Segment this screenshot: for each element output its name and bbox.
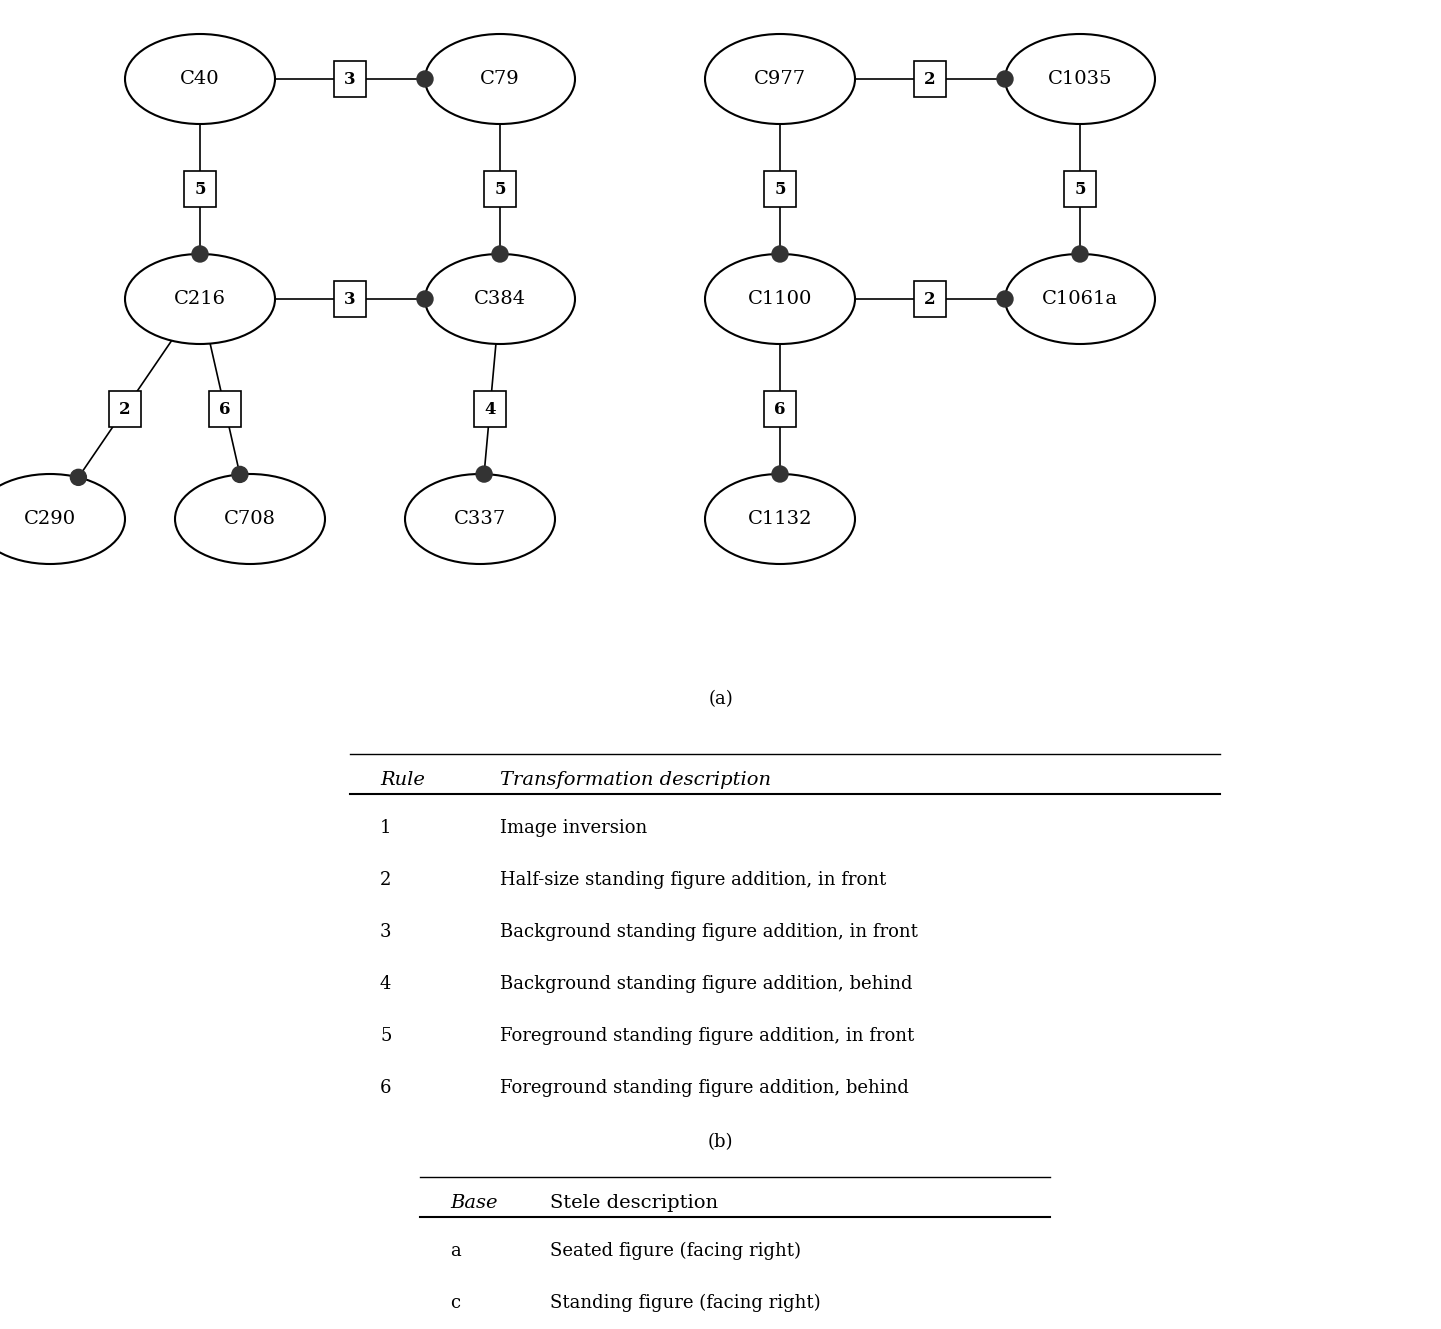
Ellipse shape — [425, 254, 575, 344]
Text: Seated figure (facing right): Seated figure (facing right) — [550, 1241, 801, 1260]
Text: 5: 5 — [494, 181, 506, 198]
Text: Image inversion: Image inversion — [500, 819, 647, 837]
Circle shape — [416, 291, 432, 307]
Circle shape — [192, 246, 208, 262]
FancyBboxPatch shape — [474, 391, 506, 427]
FancyBboxPatch shape — [334, 280, 366, 318]
Ellipse shape — [1004, 35, 1156, 124]
Text: Half-size standing figure addition, in front: Half-size standing figure addition, in f… — [500, 870, 886, 889]
Circle shape — [71, 469, 86, 485]
Text: Rule: Rule — [380, 771, 425, 789]
Ellipse shape — [405, 474, 555, 563]
Text: C1100: C1100 — [748, 290, 813, 308]
Text: C290: C290 — [24, 510, 76, 528]
Text: C337: C337 — [454, 510, 506, 528]
Text: Base: Base — [450, 1193, 497, 1212]
Text: 4: 4 — [380, 974, 392, 993]
Text: 2: 2 — [924, 291, 935, 307]
FancyBboxPatch shape — [764, 171, 795, 207]
Text: (a): (a) — [708, 690, 733, 708]
Ellipse shape — [125, 254, 275, 344]
Circle shape — [232, 466, 248, 482]
Text: 2: 2 — [380, 870, 392, 889]
Text: 5: 5 — [1074, 181, 1085, 198]
Circle shape — [772, 466, 788, 482]
Ellipse shape — [705, 35, 855, 124]
Text: C40: C40 — [180, 70, 220, 88]
FancyBboxPatch shape — [914, 61, 945, 97]
Text: C977: C977 — [754, 70, 806, 88]
FancyBboxPatch shape — [334, 61, 366, 97]
Text: Transformation description: Transformation description — [500, 771, 771, 789]
Text: (b): (b) — [708, 1134, 733, 1151]
Circle shape — [997, 70, 1013, 86]
FancyBboxPatch shape — [184, 171, 216, 207]
Circle shape — [416, 70, 432, 86]
Text: 6: 6 — [774, 400, 785, 417]
Text: C79: C79 — [480, 70, 520, 88]
Text: c: c — [450, 1294, 460, 1312]
Circle shape — [491, 246, 509, 262]
Text: C384: C384 — [474, 290, 526, 308]
Text: 6: 6 — [380, 1079, 392, 1096]
Text: Foreground standing figure addition, in front: Foreground standing figure addition, in … — [500, 1027, 914, 1045]
Ellipse shape — [425, 35, 575, 124]
Ellipse shape — [1004, 254, 1156, 344]
Text: 3: 3 — [344, 291, 356, 307]
Text: 5: 5 — [195, 181, 206, 198]
Ellipse shape — [125, 35, 275, 124]
Text: 2: 2 — [120, 400, 131, 417]
Text: C708: C708 — [223, 510, 277, 528]
FancyBboxPatch shape — [484, 171, 516, 207]
Circle shape — [997, 291, 1013, 307]
Text: 4: 4 — [484, 400, 496, 417]
Text: Standing figure (facing right): Standing figure (facing right) — [550, 1293, 820, 1312]
Ellipse shape — [705, 254, 855, 344]
Text: 5: 5 — [380, 1027, 392, 1045]
Circle shape — [1072, 246, 1088, 262]
Text: 1: 1 — [380, 819, 392, 837]
FancyBboxPatch shape — [914, 280, 945, 318]
Circle shape — [772, 246, 788, 262]
FancyBboxPatch shape — [209, 391, 241, 427]
Ellipse shape — [174, 474, 326, 563]
Text: C1061a: C1061a — [1042, 290, 1118, 308]
FancyBboxPatch shape — [764, 391, 795, 427]
Text: C1132: C1132 — [748, 510, 813, 528]
Text: 3: 3 — [380, 922, 392, 941]
Text: Stele description: Stele description — [550, 1193, 718, 1212]
Text: Background standing figure addition, behind: Background standing figure addition, beh… — [500, 974, 912, 993]
Text: a: a — [450, 1241, 461, 1260]
FancyBboxPatch shape — [110, 391, 141, 427]
Text: 2: 2 — [924, 70, 935, 88]
Circle shape — [476, 466, 491, 482]
Text: C1035: C1035 — [1048, 70, 1112, 88]
Text: Foreground standing figure addition, behind: Foreground standing figure addition, beh… — [500, 1079, 909, 1096]
Ellipse shape — [705, 474, 855, 563]
Text: 6: 6 — [219, 400, 231, 417]
Text: Background standing figure addition, in front: Background standing figure addition, in … — [500, 922, 918, 941]
Text: C216: C216 — [174, 290, 226, 308]
FancyBboxPatch shape — [1063, 171, 1097, 207]
Ellipse shape — [0, 474, 125, 563]
Text: 3: 3 — [344, 70, 356, 88]
Text: 5: 5 — [774, 181, 785, 198]
